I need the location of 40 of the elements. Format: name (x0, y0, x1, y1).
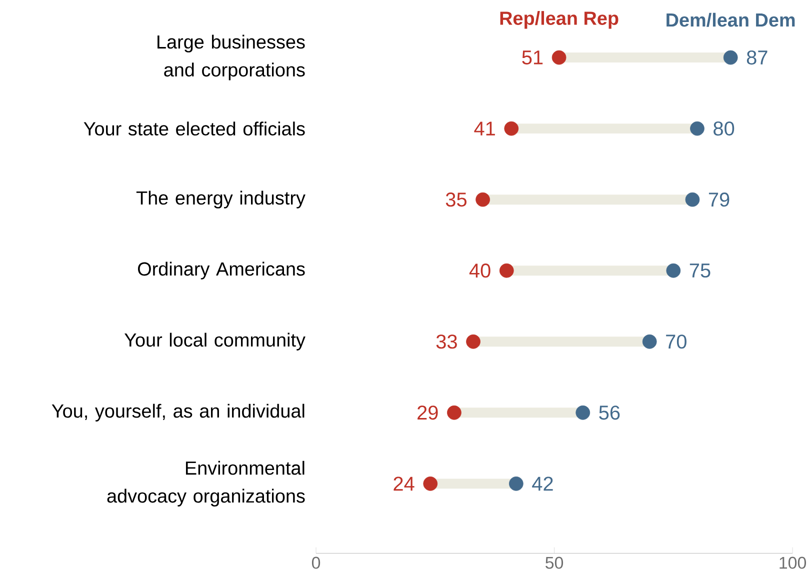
point (685, 192, 700, 207)
data-label: 41 (474, 122, 495, 136)
point (642, 334, 657, 349)
data-label: 80 (714, 121, 734, 136)
point (666, 263, 681, 278)
point (723, 50, 738, 65)
y-tick-label: Environmental advocacy organizations (107, 460, 305, 506)
data-label: 56 (599, 406, 620, 420)
y-tick-label: Ordinary Americans (138, 262, 305, 280)
data-label: 79 (708, 192, 730, 207)
y-tick-label: Your local community (124, 332, 306, 350)
series-label: Dem/lean Dem (666, 12, 795, 27)
data-label: 33 (436, 334, 457, 349)
point (466, 334, 480, 349)
data-label: 75 (690, 264, 710, 278)
x-tick-label: 50 (546, 556, 564, 569)
point (447, 405, 462, 420)
point (499, 263, 514, 278)
data-label: 35 (446, 192, 466, 207)
data-label: 29 (418, 406, 438, 420)
data-label: 24 (394, 476, 414, 491)
y-tick-label: You, yourself, as an individual (52, 404, 304, 422)
point (552, 50, 566, 65)
point (576, 405, 590, 420)
x-tick-label: 0 (312, 556, 320, 569)
x-tick-label: 100 (780, 556, 806, 569)
data-label: 42 (532, 476, 553, 491)
point (476, 192, 490, 207)
point (504, 121, 519, 136)
y-tick-label: Large businesses and corporations (158, 34, 305, 80)
data-label: 87 (746, 50, 768, 65)
data-label: 70 (666, 334, 686, 349)
series-label: Rep/lean Rep (500, 10, 618, 29)
point (508, 476, 524, 491)
data-label: 51 (522, 50, 543, 64)
point (690, 121, 704, 136)
y-tick-label: Your state elected officials (84, 122, 305, 136)
data-label: 40 (469, 263, 490, 278)
point (423, 476, 438, 491)
y-tick-label: The energy industry (136, 190, 306, 208)
